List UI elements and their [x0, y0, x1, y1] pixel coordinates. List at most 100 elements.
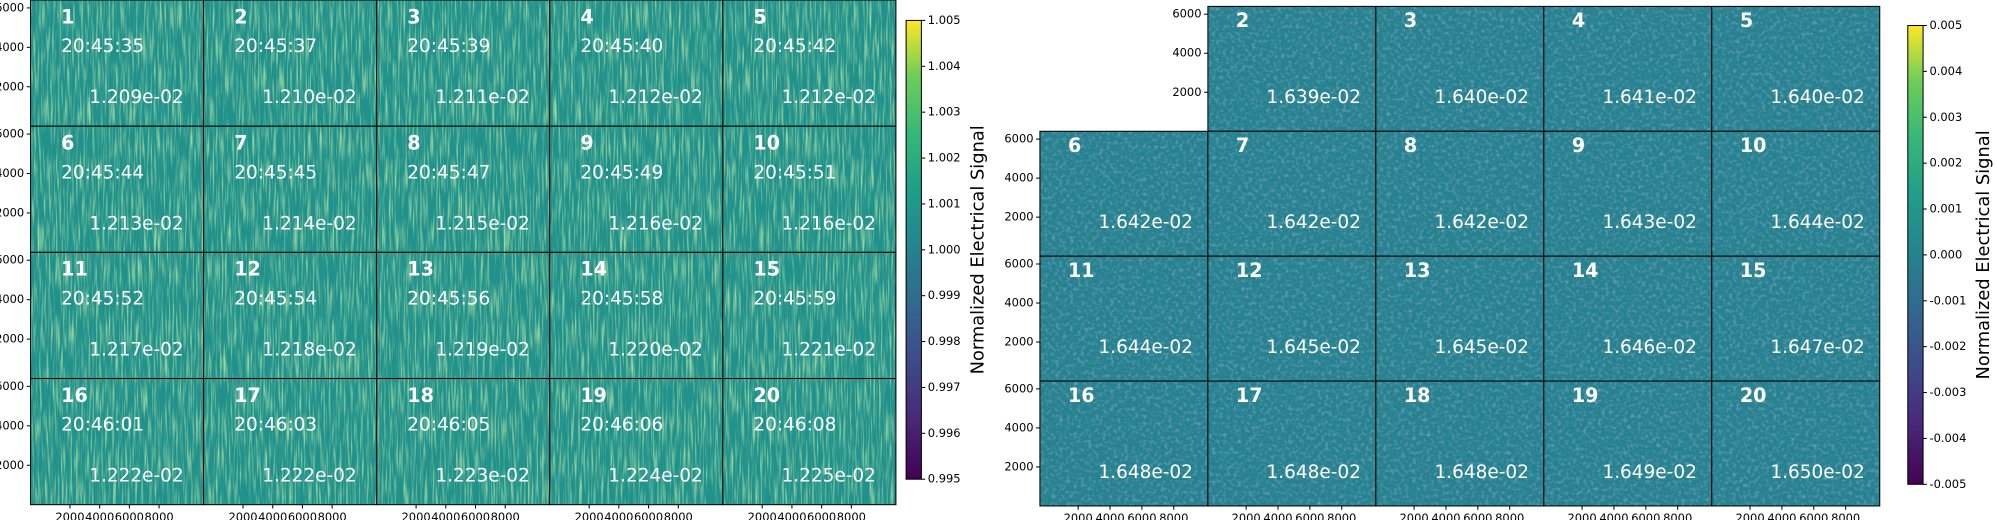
panel-noise	[203, 0, 377, 127]
panel-noise	[30, 126, 204, 253]
x-tick-label: 6000	[1127, 511, 1156, 520]
panel-value: 1.645e-02	[1434, 337, 1528, 358]
panel-value: 1.212e-02	[781, 87, 875, 108]
panel-label: 1	[61, 5, 74, 28]
panel-value: 1.223e-02	[435, 466, 529, 487]
y-tick-label: 4000	[1004, 420, 1033, 434]
panel-noise	[549, 126, 723, 253]
x-tick-label: 6000	[807, 510, 836, 520]
panel-label: 7	[1236, 134, 1249, 157]
x-tick-label: 6000	[288, 510, 317, 520]
panel-value: 1.644e-02	[1099, 337, 1193, 358]
panel-noise	[203, 252, 377, 379]
colorbar-tick-label: 1.004	[928, 59, 961, 73]
panel-label: 7	[234, 132, 247, 155]
panel-time: 20:45:37	[234, 36, 317, 57]
panel-label: 15	[1740, 259, 1767, 282]
panel-value: 1.217e-02	[89, 339, 183, 360]
panel-label: 11	[61, 258, 88, 281]
panel-noise	[376, 0, 550, 127]
panel-value: 1.225e-02	[781, 466, 875, 487]
y-tick-label: 4000	[1004, 171, 1033, 185]
panel-label: 5	[753, 5, 766, 28]
x-tick-label: 8000	[1663, 511, 1692, 520]
x-tick-label: 2000	[1064, 511, 1093, 520]
panel-value: 1.650e-02	[1770, 462, 1864, 483]
colorbar-tick-label: 0.001	[1929, 202, 1962, 216]
panel-label: 12	[234, 258, 261, 281]
panel-value: 1.222e-02	[89, 466, 183, 487]
panel-label: 8	[1404, 134, 1417, 157]
x-tick-label: 6000	[1295, 511, 1324, 520]
colorbar-tick-label: 0.004	[1929, 64, 1962, 78]
panel-label: 20	[1740, 384, 1767, 407]
x-tick-label: 8000	[1327, 511, 1356, 520]
panel-noise	[1375, 6, 1544, 132]
panel-time: 20:45:47	[407, 162, 490, 183]
panel-value: 1.209e-02	[89, 87, 183, 108]
panel-noise	[376, 252, 550, 379]
x-tick-label: 6000	[634, 510, 663, 520]
y-tick-label: 4000	[0, 292, 24, 306]
panel-label: 16	[1068, 384, 1095, 407]
x-tick-label: 4000	[431, 510, 460, 520]
panel-value: 1.211e-02	[435, 87, 529, 108]
panel-label: 10	[1740, 134, 1767, 157]
x-tick-label: 2000	[575, 510, 604, 520]
panel-time: 20:46:08	[753, 415, 836, 436]
x-tick-label: 8000	[837, 510, 866, 520]
panel-noise	[1543, 381, 1712, 506]
x-tick-label: 4000	[1431, 511, 1460, 520]
colorbar-tick-label: 1.001	[928, 196, 961, 210]
panel-noise	[1543, 6, 1712, 132]
panel-noise	[1207, 131, 1376, 257]
panel-noise	[30, 252, 204, 379]
panel-label: 5	[1740, 9, 1753, 32]
panel-label: 4	[580, 5, 593, 28]
panel-label: 3	[1404, 9, 1417, 32]
y-tick-label: 6000	[0, 0, 24, 14]
x-tick-label: 8000	[1831, 511, 1860, 520]
x-tick-label: 2000	[748, 510, 777, 520]
panel-label: 19	[1572, 384, 1599, 407]
x-tick-label: 2000	[402, 510, 431, 520]
panel-value: 1.221e-02	[781, 339, 875, 360]
panel-time: 20:45:49	[580, 162, 663, 183]
panel-label: 2	[234, 5, 247, 28]
y-tick-label: 4000	[0, 40, 24, 54]
colorbar-tick-label: 1.002	[928, 151, 961, 165]
panel-value: 1.218e-02	[262, 339, 356, 360]
panel-label: 9	[1572, 134, 1585, 157]
y-tick-label: 6000	[1004, 132, 1033, 146]
y-tick-label: 6000	[1004, 381, 1033, 395]
colorbar-tick-label: -0.003	[1929, 385, 1966, 399]
colorbar-tick-label: -0.002	[1929, 339, 1966, 353]
panel-noise	[376, 126, 550, 253]
colorbar	[1907, 24, 1924, 485]
panel-value: 1.642e-02	[1099, 212, 1193, 233]
colorbar-tick-label: 0.996	[928, 426, 961, 440]
panel-label: 19	[580, 384, 607, 407]
x-tick-label: 4000	[258, 510, 287, 520]
panel-value: 1.220e-02	[608, 339, 702, 360]
panel-value: 1.648e-02	[1267, 462, 1361, 483]
panel-noise	[30, 378, 204, 505]
panel-label: 13	[1404, 259, 1431, 282]
panel-time: 20:45:42	[753, 36, 836, 57]
panel-value: 1.640e-02	[1770, 87, 1864, 108]
panel-label: 2	[1236, 9, 1249, 32]
panel-noise	[1039, 131, 1208, 257]
x-tick-label: 4000	[1767, 511, 1796, 520]
panel-label: 18	[407, 384, 434, 407]
panel-noise	[1207, 256, 1376, 382]
x-tick-label: 2000	[228, 510, 257, 520]
colorbar-tick-label: 0.998	[928, 334, 961, 348]
panel-label: 6	[1068, 134, 1081, 157]
panel-noise	[376, 378, 550, 505]
x-tick-label: 2000	[1567, 511, 1596, 520]
panel-noise	[1375, 381, 1544, 506]
panel-noise	[722, 378, 896, 505]
panel-value: 1.212e-02	[608, 87, 702, 108]
panel-noise	[1711, 131, 1880, 257]
